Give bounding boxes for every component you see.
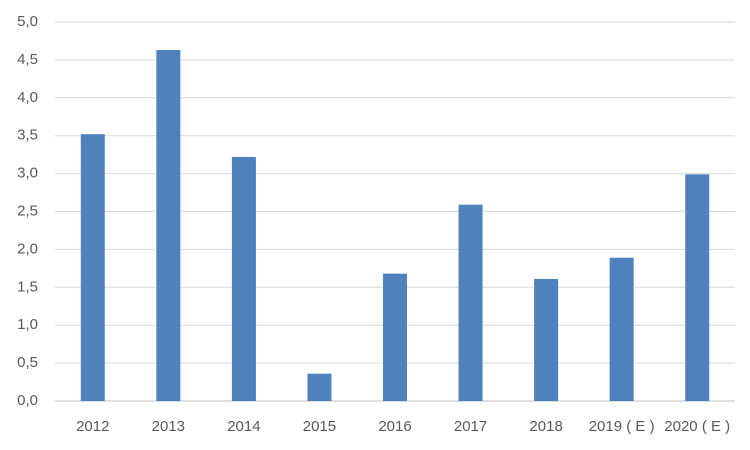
x-tick-label: 2016 [378,418,411,435]
x-tick-label: 2013 [152,418,185,435]
bar [156,50,181,402]
bar [231,156,256,401]
y-tick-label: 2,0 [17,240,38,257]
bar [307,373,332,401]
y-tick-label: 0,0 [17,392,38,409]
y-tick-label: 5,0 [17,13,38,30]
bar [383,273,407,401]
x-tick-label: 2020 ( E ) [664,418,730,435]
y-tick-label: 0,5 [17,354,38,371]
bar [534,278,559,401]
x-tick-label: 2019 ( E ) [589,418,655,435]
y-tick-label: 4,0 [17,89,38,106]
x-tick-label: 2014 [227,418,260,435]
y-tick-label: 4,5 [17,51,38,68]
x-tick-label: 2018 [529,418,562,435]
bar [458,204,483,401]
y-tick-label: 3,0 [17,165,38,182]
x-tick-label: 2015 [303,418,336,435]
y-tick-label: 1,0 [17,316,38,333]
x-tick-label: 2017 [454,418,487,435]
bar [685,174,710,401]
y-tick-label: 1,5 [17,278,38,295]
y-tick-label: 2,5 [17,202,38,219]
y-tick-label: 3,5 [17,127,38,144]
bar [80,134,105,401]
bar [609,257,634,401]
x-tick-label: 2012 [76,418,109,435]
